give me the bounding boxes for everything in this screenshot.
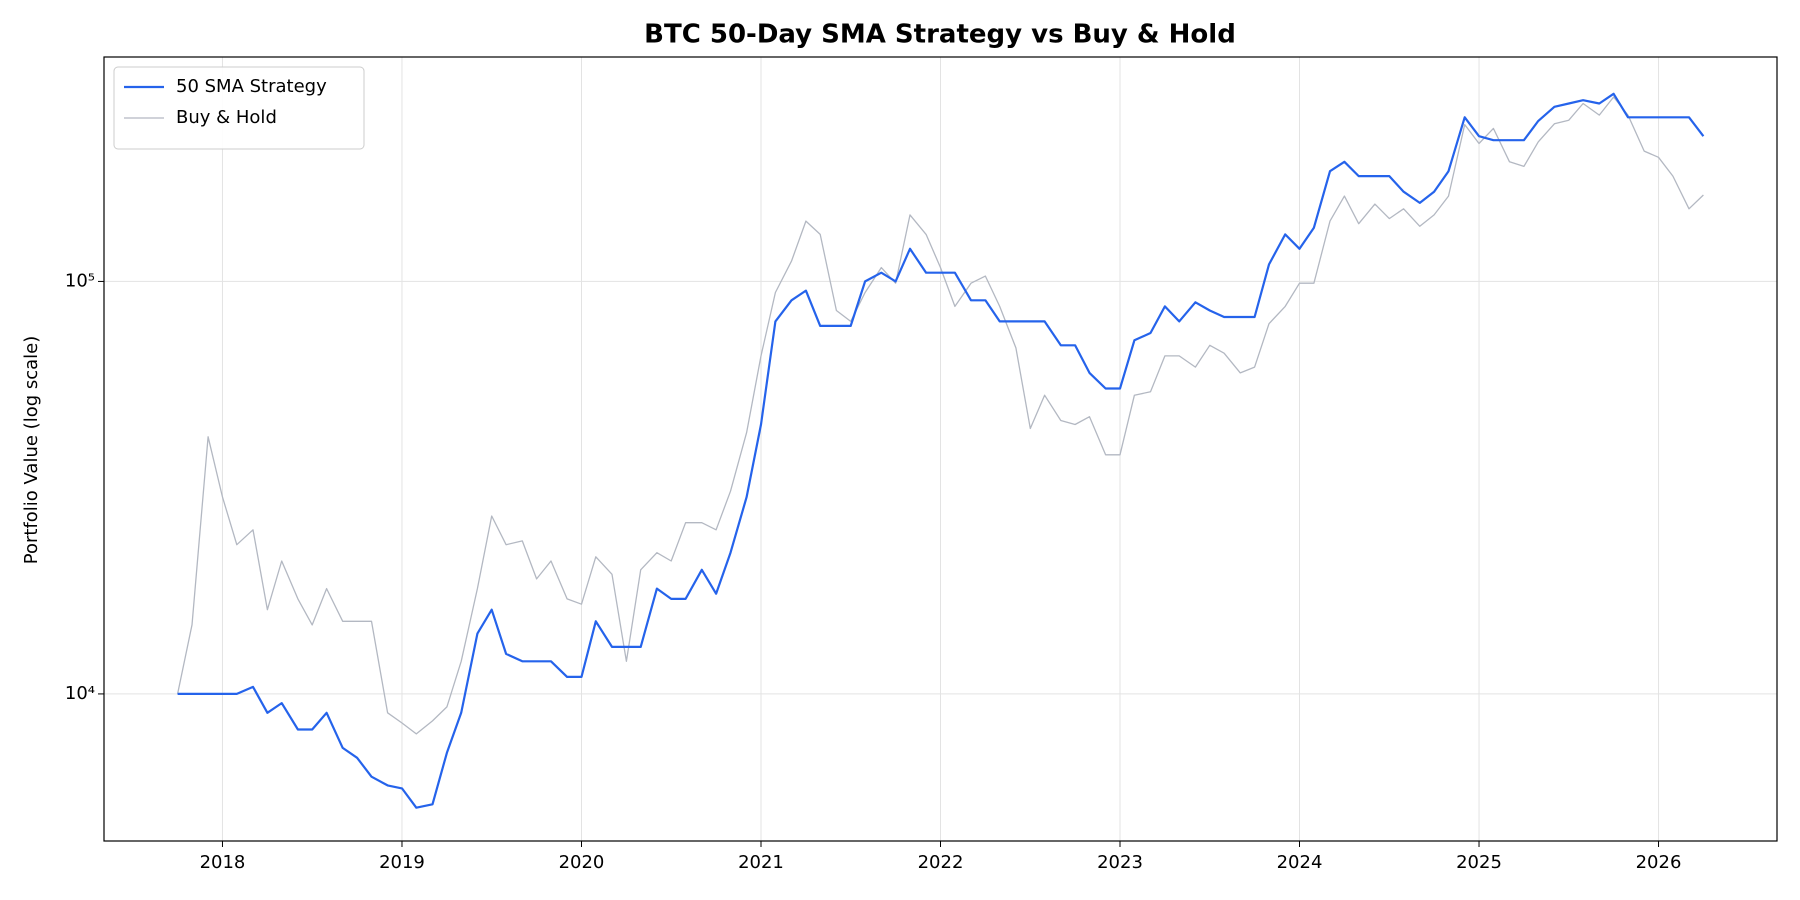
plot-frame — [103, 56, 1778, 842]
legend-label: Buy & Hold — [176, 107, 277, 128]
x-tick-label: 2018 — [200, 852, 246, 873]
x-tick-label: 2024 — [1277, 852, 1323, 873]
line-series — [176, 96, 1704, 735]
y-tick-label: 10⁵ — [65, 270, 95, 291]
x-tick-label: 2020 — [559, 852, 605, 873]
legend-label: 50 SMA Strategy — [176, 76, 327, 97]
y-axis-label: Portfolio Value (log scale) — [21, 336, 42, 565]
x-tick-label: 2023 — [1097, 852, 1143, 873]
x-tick-label: 2019 — [379, 852, 425, 873]
legend-box — [113, 66, 365, 150]
x-tick-label: 2025 — [1456, 852, 1502, 873]
x-tick-label: 2021 — [738, 852, 784, 873]
chart-title: BTC 50-Day SMA Strategy vs Buy & Hold — [644, 20, 1236, 50]
x-tick-label: 2026 — [1636, 852, 1682, 873]
line-series — [177, 92, 1705, 809]
y-tick-label: 10⁴ — [65, 683, 95, 704]
x-tick-label: 2022 — [918, 852, 964, 873]
